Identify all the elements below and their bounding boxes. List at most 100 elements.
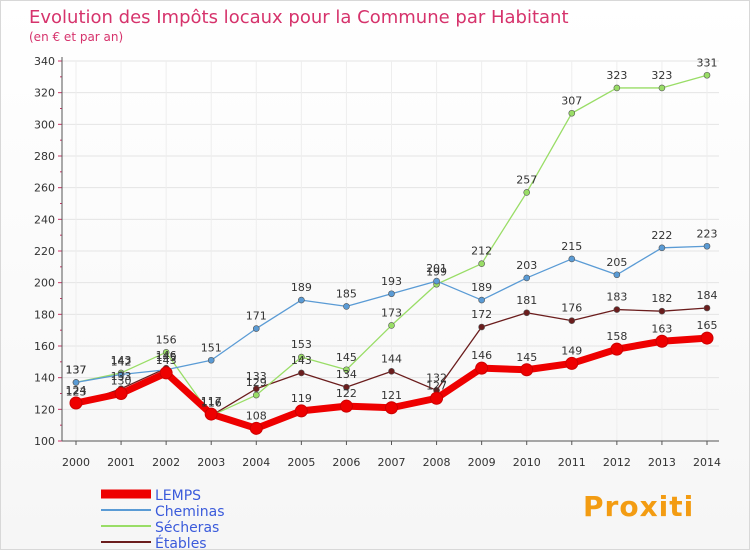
proxiti-logo-text: Proxiti — [583, 490, 694, 523]
x-tick-label: 2010 — [513, 456, 541, 469]
data-label-LEMPS: 108 — [246, 409, 267, 422]
data-label-Étables: 184 — [697, 289, 718, 302]
data-point-Cheminas — [72, 379, 80, 386]
data-label-Sécheras: 143 — [111, 354, 132, 367]
data-point-Cheminas — [207, 356, 215, 364]
x-tick-label: 2001 — [107, 456, 135, 469]
data-point-Étables — [298, 369, 305, 377]
data-label-Cheminas: 205 — [606, 256, 627, 269]
data-label-Sécheras: 212 — [471, 245, 492, 258]
data-point-LEMPS — [339, 399, 353, 413]
data-label-Sécheras: 257 — [516, 173, 537, 186]
data-label-LEMPS: 130 — [111, 375, 132, 388]
axis-layer: 100 120 140 160 180 200 220 240 260 280 300 320 340 2… — [34, 55, 721, 469]
data-point-LEMPS — [159, 366, 173, 380]
data-point-LEMPS — [249, 421, 263, 435]
y-tick-label: 260 — [34, 182, 55, 195]
data-point-Étables — [478, 323, 485, 331]
data-label-LEMPS: 146 — [471, 349, 492, 362]
data-label-Cheminas: 171 — [246, 310, 267, 323]
data-label-Sécheras: 129 — [246, 376, 267, 389]
data-label-LEMPS: 127 — [426, 379, 447, 392]
data-label-Étables: 176 — [561, 302, 582, 315]
data-label-LEMPS: 143 — [156, 354, 177, 367]
data-point-Sécheras — [388, 322, 395, 329]
data-label-Sécheras: 307 — [561, 94, 582, 107]
y-tick-label: 320 — [34, 87, 55, 100]
y-tick-label: 200 — [34, 277, 55, 290]
data-point-Cheminas — [658, 244, 666, 252]
data-label-Cheminas: 142 — [111, 356, 132, 369]
data-label-Cheminas: 223 — [697, 227, 718, 240]
data-label-Étables: 134 — [336, 368, 357, 381]
data-point-Cheminas — [478, 296, 485, 304]
data-label-Étables: 133 — [111, 370, 132, 383]
data-label-Étables: 116 — [201, 397, 222, 410]
data-label-Étables: 123 — [66, 386, 87, 399]
legend-label-Cheminas: Cheminas — [155, 504, 225, 520]
data-point-Cheminas — [388, 290, 395, 298]
data-label-Sécheras: 331 — [697, 56, 718, 69]
data-label-Cheminas: 215 — [561, 240, 582, 253]
x-tick-label: 2009 — [468, 456, 496, 469]
data-point-Cheminas — [523, 274, 531, 282]
x-tick-label: 2005 — [287, 456, 315, 469]
y-tick-label: 240 — [34, 213, 55, 226]
data-point-LEMPS — [520, 363, 534, 377]
y-tick-label: 220 — [34, 245, 55, 258]
x-tick-label: 2014 — [693, 456, 721, 469]
data-point-Sécheras — [162, 349, 170, 356]
x-tick-label: 2006 — [332, 456, 360, 469]
y-tick-label: 340 — [34, 55, 55, 68]
data-label-Sécheras: 156 — [156, 333, 177, 346]
data-point-Sécheras — [568, 109, 576, 117]
data-label-Étables: 146 — [156, 349, 177, 362]
data-point-LEMPS — [475, 361, 489, 375]
data-point-Sécheras — [658, 84, 666, 92]
data-point-Étables — [568, 317, 576, 324]
data-point-Étables — [613, 306, 621, 313]
data-point-LEMPS — [69, 396, 83, 410]
y-tick-label: 160 — [34, 340, 55, 353]
data-label-Cheminas: 193 — [381, 275, 402, 288]
data-point-Sécheras — [252, 391, 260, 399]
data-label-LEMPS: 122 — [336, 387, 357, 400]
data-label-Sécheras: 137 — [66, 363, 87, 376]
data-label-Sécheras: 145 — [336, 351, 357, 364]
data-label-Cheminas: 189 — [471, 281, 492, 294]
data-point-LEMPS — [204, 407, 218, 421]
data-label-LEMPS: 158 — [606, 330, 627, 343]
data-point-Cheminas — [568, 255, 576, 263]
data-label-Cheminas: 137 — [66, 363, 87, 376]
data-point-LEMPS — [294, 404, 308, 418]
data-point-LEMPS — [655, 334, 669, 348]
data-point-Cheminas — [252, 325, 260, 332]
data-label-Étables: 181 — [516, 294, 537, 307]
data-point-Cheminas — [298, 296, 305, 304]
grid-layer — [62, 60, 719, 442]
data-label-Étables: 172 — [471, 308, 492, 321]
data-point-Sécheras — [343, 366, 350, 374]
data-point-Étables — [703, 304, 711, 312]
data-point-Sécheras — [478, 260, 485, 267]
data-label-Sécheras: 199 — [426, 265, 447, 278]
data-label-Sécheras: 173 — [381, 306, 402, 319]
data-point-Sécheras — [703, 71, 711, 79]
data-label-Étables: 133 — [246, 370, 267, 383]
data-label-Cheminas: 189 — [291, 281, 312, 294]
y-tick-label: 100 — [34, 435, 55, 448]
data-point-LEMPS — [700, 331, 714, 345]
data-label-LEMPS: 119 — [291, 392, 312, 405]
data-point-Étables — [252, 385, 260, 393]
data-point-LEMPS — [385, 401, 398, 415]
chart-subtitle: (en € et par an) — [29, 30, 123, 44]
data-label-LEMPS: 149 — [561, 344, 582, 357]
data-label-Étables: 182 — [651, 292, 672, 305]
data-point-Étables — [658, 307, 666, 315]
data-label-LEMPS: 145 — [516, 351, 537, 364]
legend-label-LEMPS: LEMPS — [155, 488, 201, 504]
data-label-Cheminas: 201 — [426, 262, 447, 275]
